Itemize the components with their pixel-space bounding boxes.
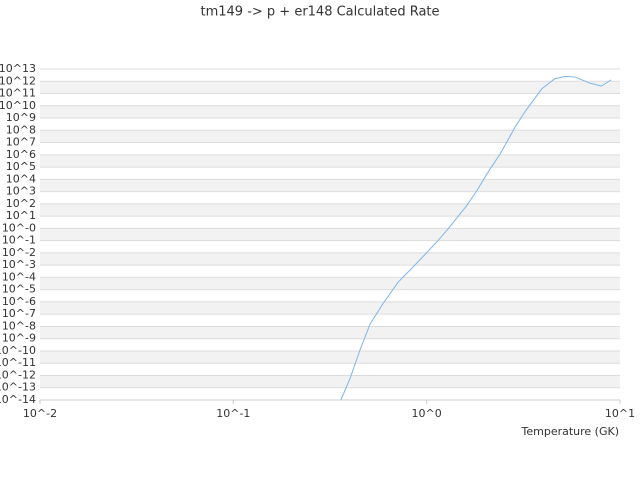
x-tick-label: 10^0 [412, 407, 442, 420]
grid-band [40, 350, 620, 364]
y-tick-label: 10^-1 [2, 234, 36, 247]
grid-band [40, 179, 620, 192]
x-tick-label: 10^-2 [23, 407, 57, 420]
y-tick-label: 10^13 [0, 62, 36, 75]
y-tick-label: 10^-2 [2, 246, 36, 259]
y-tick-label: 10^7 [6, 136, 36, 149]
y-tick-label: 10^-13 [0, 381, 36, 394]
y-tick-label: 10^-11 [0, 356, 36, 369]
y-tick-label: 10^11 [0, 87, 36, 100]
grid-band [40, 326, 620, 339]
x-tick-label: 10^-1 [216, 407, 250, 420]
grid-band [40, 375, 620, 388]
data-line [340, 75, 612, 400]
y-tick-label: 10^9 [6, 111, 36, 124]
x-axis-label: Temperature (GK) [521, 425, 620, 438]
y-tick-label: 10^6 [6, 148, 36, 161]
y-tick-label: 10^4 [6, 172, 36, 185]
y-tick-label: 10^-9 [2, 332, 36, 345]
y-tick-label: 10^-12 [0, 368, 36, 381]
y-tick-label: 10^12 [0, 74, 36, 87]
grid-band [40, 105, 620, 119]
grid-band [40, 203, 620, 217]
grid-band [40, 130, 620, 143]
y-tick-label: 10^-10 [0, 344, 36, 357]
grid-band [40, 228, 620, 241]
y-tick-label: 10^1 [6, 209, 36, 222]
y-tick-label: 10^-0 [2, 221, 36, 234]
plot-area [340, 75, 612, 400]
y-tick-label: 10^-3 [2, 258, 36, 271]
x-tick-label: 10^1 [605, 407, 635, 420]
y-tick-label: 10^5 [6, 160, 36, 173]
y-tick-label: 10^-5 [2, 283, 36, 296]
y-tick-label: 10^-6 [2, 295, 36, 308]
grid-band [40, 301, 620, 315]
grid-band [40, 81, 620, 94]
y-tick-label: 10^8 [6, 123, 36, 136]
y-tick-label: 10^-14 [0, 393, 36, 406]
y-tick-label: 10^3 [6, 185, 36, 198]
grid-band [40, 277, 620, 290]
y-tick-label: 10^-7 [2, 307, 36, 320]
chart-title: tm149 -> p + er148 Calculated Rate [200, 5, 439, 20]
grid-band [40, 154, 620, 168]
y-tick-label: 10^2 [6, 197, 36, 210]
grid-band [40, 252, 620, 266]
y-tick-label: 10^-8 [2, 319, 36, 332]
y-tick-label: 10^10 [0, 99, 36, 112]
y-tick-label: 10^-4 [2, 270, 36, 283]
